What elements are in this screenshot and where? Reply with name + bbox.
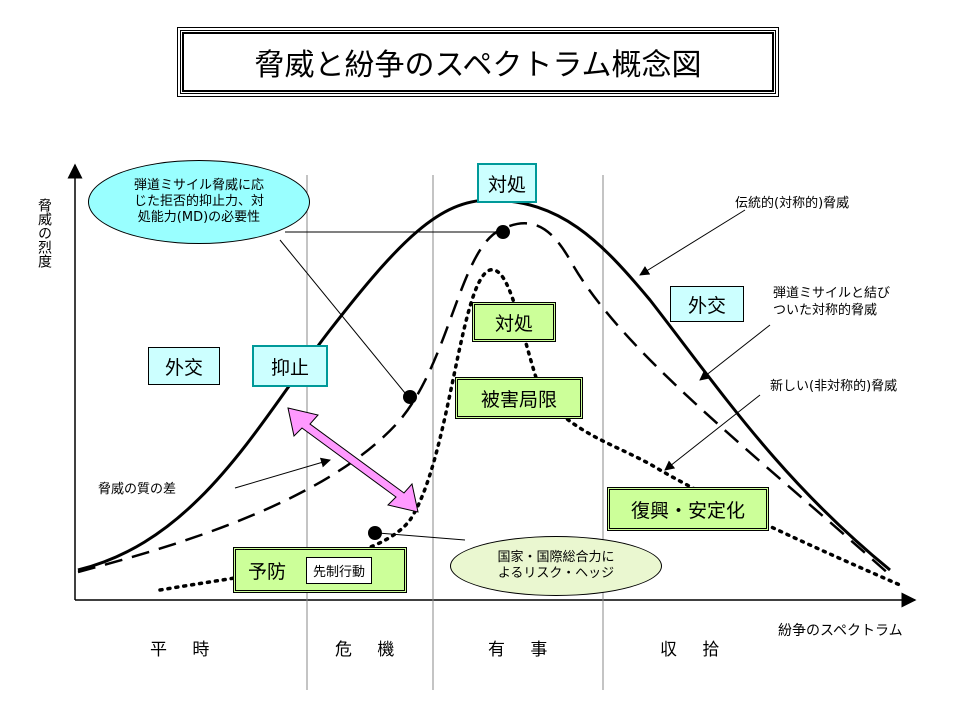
leader-line [234, 457, 331, 489]
quality-gap-label: 脅威の質の差 [98, 482, 177, 497]
preemptive-action-label: 先制行動 [306, 556, 373, 584]
box-diplomacy-right: 外交 [670, 286, 744, 322]
traditional-threat-label: 伝統的(対称的)脅威 [735, 196, 850, 211]
leader-line [639, 209, 746, 276]
bullet-point [496, 225, 510, 239]
box-reconstruction: 復興・安定化 [607, 487, 769, 531]
y-axis-label: 脅威の烈度 [36, 198, 52, 268]
phase-settlement: 収 拾 [660, 640, 730, 660]
missile-threat-label: 弾道ミサイルと結び ついた対称的脅威 [773, 285, 890, 319]
x-axis-label: 紛争のスペクトラム [778, 623, 903, 639]
callout-line: 国家・国際総合力に [497, 550, 615, 565]
label-line: 弾道ミサイルと結び [773, 286, 891, 301]
callout-line: じた拒否的抑止力、対 [133, 194, 264, 209]
box-response-mid: 対処 [472, 302, 556, 342]
leader-line [377, 532, 466, 541]
bullet-point [403, 390, 417, 404]
page-title: 脅威と紛争のスペクトラム概念図 [177, 27, 779, 97]
callout-line: 処能力(MD)の必要性 [137, 210, 261, 225]
box-diplomacy-left: 外交 [148, 347, 220, 385]
national-power-callout-ellipse: 国家・国際総合力に よるリスク・ヘッジ [450, 536, 662, 596]
missile-callout-ellipse: 弾道ミサイル脅威に応 じた拒否的抑止力、対 処能力(MD)の必要性 [88, 160, 310, 244]
label-line: ついた対称的脅威 [773, 303, 878, 318]
leader-line [664, 394, 761, 471]
callout-line: 弾道ミサイル脅威に応 [133, 178, 264, 193]
phase-crisis: 危 機 [335, 640, 405, 660]
box-deterrence: 抑止 [252, 345, 328, 387]
bullet-point [368, 526, 382, 540]
box-damage-limitation: 被害局限 [455, 377, 583, 419]
leader-line [279, 239, 406, 394]
box-response-top: 対処 [477, 163, 537, 203]
prevention-label: 予防 [248, 560, 287, 583]
new-threat-label: 新しい(非対称的)脅威 [770, 379, 898, 394]
quality-gap-arrow [287, 407, 419, 513]
leader-line [699, 324, 771, 381]
callout-line: よるリスク・ヘッジ [497, 566, 615, 581]
missile-threat-curve [77, 222, 891, 576]
phase-peacetime: 平 時 [150, 640, 220, 660]
box-prevention: 予防 先制行動 [233, 547, 407, 593]
phase-contingency: 有 事 [488, 640, 558, 660]
